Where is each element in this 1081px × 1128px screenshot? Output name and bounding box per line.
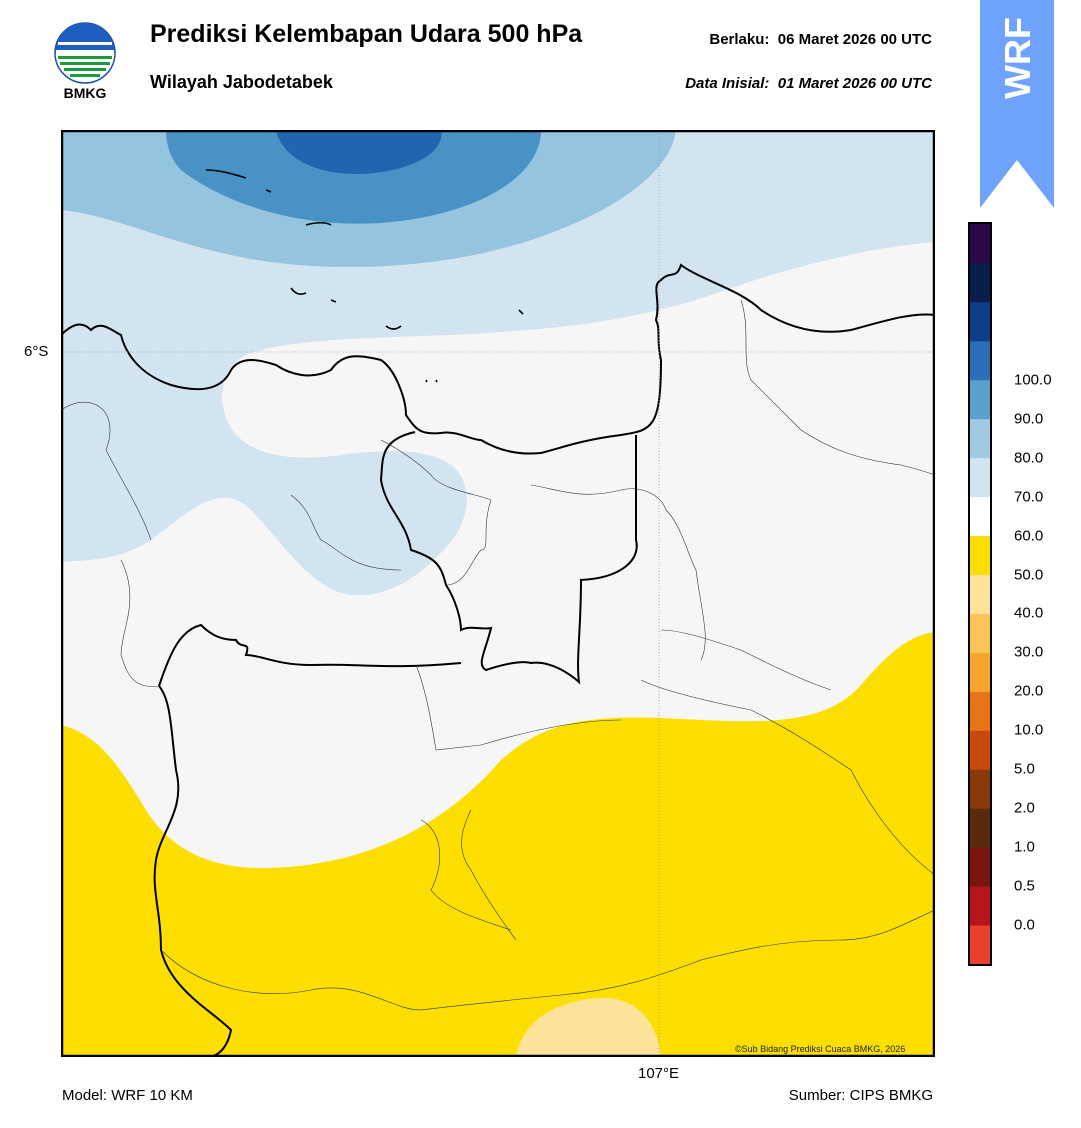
- colorbar-tick-label: 0.0: [1014, 916, 1035, 934]
- colorbar-segment: [970, 847, 990, 887]
- logo-text: BMKG: [63, 85, 107, 101]
- humidity-band-80-90: [276, 130, 442, 175]
- colorbar-segment: [970, 535, 990, 576]
- colorbar-tick-label: 70.0: [1014, 488, 1044, 506]
- colorbar-segment: [970, 613, 990, 653]
- valid-value: 06 Maret 2026 00 UTC: [777, 31, 932, 48]
- region-subtitle: Wilayah Jabodetabek: [150, 72, 333, 92]
- colorbar-tick-label: 100.0: [1014, 371, 1052, 389]
- province-border-north: [158, 623, 462, 687]
- colorbar-segment: [970, 691, 990, 731]
- colorbar-tick-label: 80.0: [1014, 449, 1044, 467]
- colorbar-tick-label: 30.0: [1014, 643, 1044, 661]
- colorbar-segment: [970, 808, 990, 848]
- colorbar-segment: [970, 301, 990, 342]
- init-value: 01 Maret 2026 00 UTC: [777, 75, 932, 92]
- colorbar-segment: [970, 730, 990, 770]
- init-label: Data Inisial:: [685, 75, 770, 92]
- init-time: Data Inisial: 01 Maret 2026 00 UTC: [685, 75, 932, 92]
- colorbar-segment: [970, 769, 990, 809]
- colorbar-tick-label: 1.0: [1014, 838, 1035, 856]
- province-border-west: [153, 685, 233, 1057]
- copyright-text: ©Sub Bidang Prediksi Cuaca BMKG, 2026: [735, 1044, 906, 1054]
- source-label: Sumber: CIPS BMKG: [788, 1087, 933, 1104]
- longitude-label: 107°E: [638, 1065, 680, 1082]
- bmkg-logo: [54, 22, 116, 84]
- humidity-band-30-40: [61, 632, 935, 1057]
- coastline: [61, 263, 935, 455]
- humidity-map: [61, 130, 935, 1057]
- colorbar-segment: [970, 652, 990, 692]
- colorbar-tick-label: 90.0: [1014, 410, 1044, 428]
- province-border: [379, 431, 638, 685]
- colorbar-tick-label: 50.0: [1014, 566, 1044, 584]
- colorbar: [968, 222, 992, 966]
- colorbar-tick-label: 40.0: [1014, 604, 1044, 622]
- wrf-badge: WRF: [980, 0, 1054, 208]
- colorbar-segment: [970, 886, 990, 926]
- colorbar-border: [968, 222, 992, 966]
- colorbar-tick-label: 20.0: [1014, 682, 1044, 700]
- islands: [205, 169, 524, 383]
- colorbar-tick-label: 0.5: [1014, 877, 1035, 895]
- colorbar-segments: [970, 224, 990, 965]
- colorbar-tick-label: 5.0: [1014, 760, 1035, 778]
- wrf-badge-text: WRF: [997, 17, 1038, 99]
- colorbar-segment: [970, 224, 990, 264]
- page-title: Prediksi Kelembapan Udara 500 hPa: [150, 20, 583, 48]
- colorbar-labels: 0.0 0.5 1.0 2.0 5.0 10.0 20.0 30.0 40.0 50.0 60.0 7…: [1014, 222, 1081, 966]
- colorbar-segment: [970, 457, 990, 498]
- district-lines: [61, 299, 935, 1011]
- colorbar-segment: [970, 340, 990, 381]
- colorbar-tick-label: 10.0: [1014, 721, 1044, 739]
- colorbar-segment: [970, 418, 990, 459]
- model-label: Model: WRF 10 KM: [62, 1087, 193, 1104]
- valid-label: Berlaku:: [709, 31, 770, 48]
- humidity-band-20-30: [516, 997, 661, 1057]
- colorbar-segment: [970, 925, 990, 965]
- colorbar-segment: [970, 496, 990, 537]
- colorbar-tick-label: 2.0: [1014, 799, 1035, 817]
- latitude-label: 6°S: [24, 343, 49, 360]
- colorbar-segment: [970, 379, 990, 420]
- humidity-band-70-80: [166, 130, 541, 224]
- map-border: [61, 130, 935, 1057]
- valid-time: Berlaku: 06 Maret 2026 00 UTC: [709, 31, 932, 48]
- colorbar-tick-label: 60.0: [1014, 527, 1044, 545]
- colorbar-segment: [970, 574, 990, 614]
- colorbar-segment: [970, 262, 990, 303]
